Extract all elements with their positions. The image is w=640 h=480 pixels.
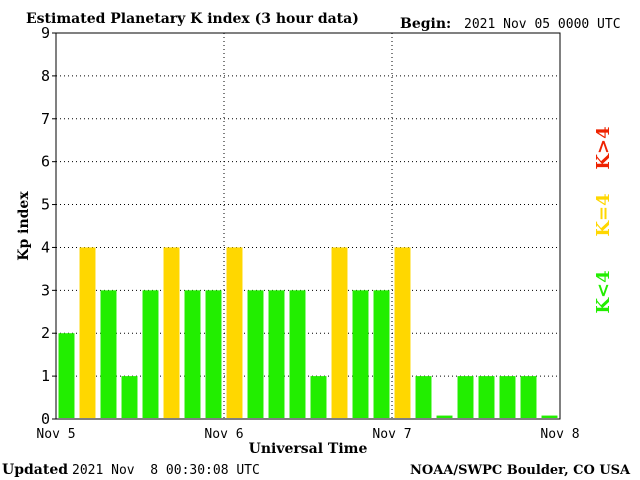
kp-bar bbox=[58, 333, 75, 418]
begin-value: 2021 Nov 05 0000 UTC bbox=[464, 17, 621, 32]
x-tick-labels: Nov 5 Nov 6 Nov 7 Nov 8 bbox=[36, 427, 579, 442]
kp-bar bbox=[310, 376, 327, 418]
y-tick-label: 0 bbox=[41, 410, 50, 428]
kp-bar bbox=[247, 290, 264, 418]
y-tick-label: 1 bbox=[41, 367, 50, 385]
kp-bar bbox=[331, 247, 348, 418]
kp-bar bbox=[352, 290, 369, 418]
kp-bar bbox=[100, 290, 117, 418]
kp-bar bbox=[541, 415, 558, 418]
bars-group bbox=[58, 247, 558, 418]
gridlines bbox=[56, 33, 560, 419]
y-tick-label: 5 bbox=[41, 196, 50, 214]
legend-low: K<4 bbox=[593, 270, 614, 313]
kp-bar bbox=[373, 290, 390, 418]
kp-bar bbox=[478, 376, 495, 418]
kp-bar bbox=[79, 247, 96, 418]
kp-bar bbox=[205, 290, 222, 418]
kp-bar bbox=[436, 415, 453, 418]
x-tick-label: Nov 5 bbox=[36, 427, 75, 442]
chart-title: Estimated Planetary K index (3 hour data… bbox=[26, 11, 359, 27]
x-tick-label: Nov 7 bbox=[372, 427, 411, 442]
kp-bar bbox=[226, 247, 243, 418]
kp-bar bbox=[163, 247, 180, 418]
x-axis-label: Universal Time bbox=[249, 441, 368, 457]
x-tick-label: Nov 8 bbox=[540, 427, 579, 442]
kp-bar bbox=[394, 247, 411, 418]
y-tick-label: 7 bbox=[41, 110, 50, 128]
kp-bar bbox=[415, 376, 432, 418]
y-tick-label: 2 bbox=[41, 324, 50, 342]
kp-bar bbox=[499, 376, 516, 418]
kp-bar bbox=[268, 290, 285, 418]
y-tick-label: 6 bbox=[41, 153, 50, 171]
x-tick-label: Nov 6 bbox=[204, 427, 243, 442]
y-tick-label: 8 bbox=[41, 67, 50, 85]
kp-bar bbox=[184, 290, 201, 418]
kp-bar bbox=[457, 376, 474, 418]
kp-bar bbox=[289, 290, 306, 418]
y-tick-label: 9 bbox=[41, 24, 50, 42]
plot-frame bbox=[55, 32, 561, 420]
y-tick-label: 4 bbox=[41, 238, 50, 256]
kp-bar bbox=[121, 376, 138, 418]
updated-label: Updated bbox=[2, 462, 68, 478]
y-tick-label: 3 bbox=[41, 281, 50, 299]
y-tick-labels: 0 1 2 3 4 5 6 7 8 9 bbox=[41, 24, 56, 428]
credit-text: NOAA/SWPC Boulder, CO USA bbox=[410, 463, 631, 478]
kp-bar bbox=[142, 290, 159, 418]
y-axis-label: Kp index bbox=[16, 191, 32, 261]
legend-high: K>4 bbox=[593, 126, 614, 169]
updated-value: 2021 Nov 8 00:30:08 UTC bbox=[72, 463, 260, 478]
legend-equal: K=4 bbox=[593, 193, 614, 236]
kp-bar bbox=[520, 376, 537, 418]
begin-label: Begin: bbox=[400, 16, 451, 32]
